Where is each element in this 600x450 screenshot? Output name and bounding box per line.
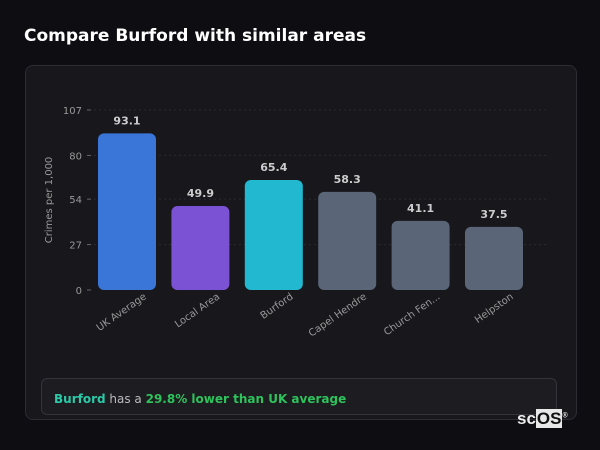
y-tick-label: 27 [69,241,82,252]
data-label: 65.4 [260,161,287,174]
x-tick-label: Church Fen... [382,291,442,338]
summary-area: Burford [54,392,106,406]
y-tick-label: 0 [76,286,82,297]
y-axis-label: Crimes per 1,000 [44,157,55,244]
bar[interactable] [171,206,230,290]
bar[interactable] [465,226,523,290]
logo: scOS® [517,409,568,428]
summary-text: has a [105,392,146,406]
page-title: Compare Burford with similar areas [24,26,367,46]
bar[interactable] [318,191,377,290]
bar[interactable] [244,179,303,290]
data-label: 41.1 [407,202,434,215]
summary-highlight: 29.8% lower than UK average [145,392,347,406]
data-label: 37.5 [480,208,507,221]
summary-box: Burford has a 29.8% lower than UK averag… [41,378,557,415]
y-tick-label: 80 [69,151,82,162]
y-tick-label: 107 [63,106,82,117]
bar[interactable] [98,133,156,290]
data-label: 93.1 [113,114,140,127]
x-tick-label: Capel Hendre [307,291,369,339]
x-tick-label: Helpston [473,291,516,325]
x-tick-label: Local Area [173,291,222,330]
bar[interactable] [391,220,450,290]
data-label: 58.3 [334,173,361,186]
x-tick-label: UK Average [95,291,149,333]
x-tick-label: Burford [259,291,296,321]
y-tick-label: 54 [69,195,82,206]
data-label: 49.9 [187,187,214,200]
